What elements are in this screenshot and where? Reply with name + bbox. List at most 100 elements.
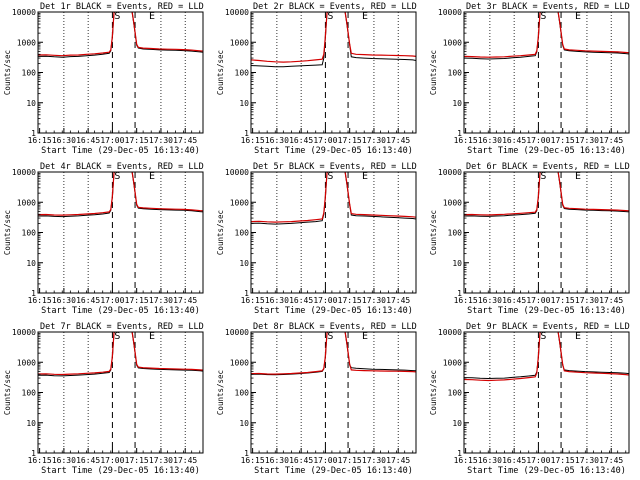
events-series-line <box>251 172 416 225</box>
x-tick-label: 16:15 <box>241 456 265 465</box>
y-tick-label: 1000 <box>443 358 462 367</box>
y-axis-label: Counts/sec <box>216 50 225 95</box>
y-tick-label: 10000 <box>438 328 462 337</box>
start-marker-label: S <box>114 171 120 182</box>
x-tick-label: 16:45 <box>289 136 313 145</box>
x-tick-label: 17:15 <box>551 296 575 305</box>
x-tick-label: 16:15 <box>454 456 478 465</box>
x-tick-label: 16:30 <box>478 136 502 145</box>
x-tick-label: 17:30 <box>149 456 173 465</box>
y-tick-label: 10 <box>452 99 462 108</box>
y-tick-label: 10000 <box>225 168 249 177</box>
events-series-line <box>464 12 629 60</box>
x-tick-label: 17:30 <box>362 456 386 465</box>
x-tick-label: 16:15 <box>241 296 265 305</box>
chart-title: Det 5r BLACK = Events, RED = LLD <box>253 162 417 172</box>
start-marker-label: S <box>540 331 546 342</box>
x-tick-label: 17:00 <box>100 456 124 465</box>
y-axis-label: Counts/sec <box>429 50 438 95</box>
y-tick-label: 100 <box>22 229 37 238</box>
x-tick-label: 16:45 <box>76 136 100 145</box>
y-tick-label: 10000 <box>225 8 249 17</box>
end-marker-label: E <box>362 171 368 182</box>
y-tick-label: 100 <box>235 229 250 238</box>
plot-frame <box>463 11 630 134</box>
y-tick-label: 100 <box>448 229 463 238</box>
x-tick-label: 17:45 <box>173 296 197 305</box>
detector-panel: Det 1r BLACK = Events, RED = LLD S E 1 10 100… <box>0 0 213 160</box>
detector-panel: Det 4r BLACK = Events, RED = LLD S E 1 10 100… <box>0 160 213 320</box>
start-marker-label: S <box>327 331 333 342</box>
x-tick-label: 17:45 <box>599 296 623 305</box>
end-marker-label: E <box>575 11 581 22</box>
x-tick-label: 17:45 <box>386 296 410 305</box>
events-series-line <box>464 332 629 380</box>
y-axis-label: Counts/sec <box>3 50 12 95</box>
plot-frame <box>250 11 417 134</box>
x-tick-label: 17:00 <box>313 136 337 145</box>
y-tick-label: 10 <box>239 259 249 268</box>
y-tick-label: 1 <box>31 449 36 458</box>
y-tick-label: 100 <box>235 69 250 78</box>
y-axis-label: Counts/sec <box>216 210 225 255</box>
end-marker-label: E <box>149 11 155 22</box>
y-tick-label: 10 <box>26 419 36 428</box>
chart-title: Det 6r BLACK = Events, RED = LLD <box>466 162 630 172</box>
y-axis-label: Counts/sec <box>216 370 225 415</box>
x-tick-label: 16:30 <box>52 456 76 465</box>
x-tick-label: 16:15 <box>28 136 52 145</box>
y-tick-label: 10 <box>26 99 36 108</box>
lld-series-line <box>38 172 203 216</box>
y-tick-label: 1 <box>457 289 462 298</box>
start-marker-label: S <box>114 331 120 342</box>
plot-frame <box>250 331 417 454</box>
y-tick-label: 1 <box>457 449 462 458</box>
y-tick-label: 100 <box>448 69 463 78</box>
x-axis-label: Start Time (29-Dec-05 16:13:40) <box>41 466 200 476</box>
x-tick-label: 17:45 <box>599 136 623 145</box>
y-tick-label: 10 <box>26 259 36 268</box>
y-tick-label: 1000 <box>443 38 462 47</box>
lld-series-line <box>38 332 203 376</box>
plot-frame <box>463 171 630 294</box>
x-tick-label: 16:30 <box>478 456 502 465</box>
y-tick-label: 100 <box>235 389 250 398</box>
y-tick-label: 1 <box>244 129 249 138</box>
x-axis-label: Start Time (29-Dec-05 16:13:40) <box>254 146 413 156</box>
x-tick-label: 17:00 <box>313 456 337 465</box>
lld-series-line <box>464 332 629 382</box>
start-marker-label: S <box>327 171 333 182</box>
y-tick-label: 100 <box>22 69 37 78</box>
y-tick-label: 10000 <box>12 168 36 177</box>
x-axis-label: Start Time (29-Dec-05 16:13:40) <box>41 146 200 156</box>
plot-frame <box>37 11 204 134</box>
y-tick-label: 100 <box>22 389 37 398</box>
x-tick-label: 17:30 <box>575 136 599 145</box>
x-tick-label: 17:15 <box>125 136 149 145</box>
lld-series-line <box>251 12 416 63</box>
x-tick-label: 17:30 <box>149 296 173 305</box>
x-tick-label: 17:30 <box>362 136 386 145</box>
detector-panel: Det 2r BLACK = Events, RED = LLD S E 1 10 100… <box>213 0 426 160</box>
x-tick-label: 17:15 <box>551 136 575 145</box>
plot-frame <box>250 171 417 294</box>
start-marker-label: S <box>327 11 333 22</box>
x-tick-label: 16:45 <box>502 296 526 305</box>
x-axis-label: Start Time (29-Dec-05 16:13:40) <box>467 306 626 316</box>
y-axis-label: Counts/sec <box>3 370 12 415</box>
y-tick-label: 10000 <box>225 328 249 337</box>
x-tick-label: 17:45 <box>386 456 410 465</box>
lld-series-line <box>251 332 416 375</box>
end-marker-label: E <box>149 171 155 182</box>
y-tick-label: 10 <box>452 419 462 428</box>
x-tick-label: 16:15 <box>28 456 52 465</box>
plot-frame <box>37 171 204 294</box>
x-tick-label: 16:30 <box>52 136 76 145</box>
events-series-line <box>464 172 629 217</box>
plot-frame <box>463 331 630 454</box>
chart-title: Det 7r BLACK = Events, RED = LLD <box>40 322 204 332</box>
y-axis-label: Counts/sec <box>429 210 438 255</box>
